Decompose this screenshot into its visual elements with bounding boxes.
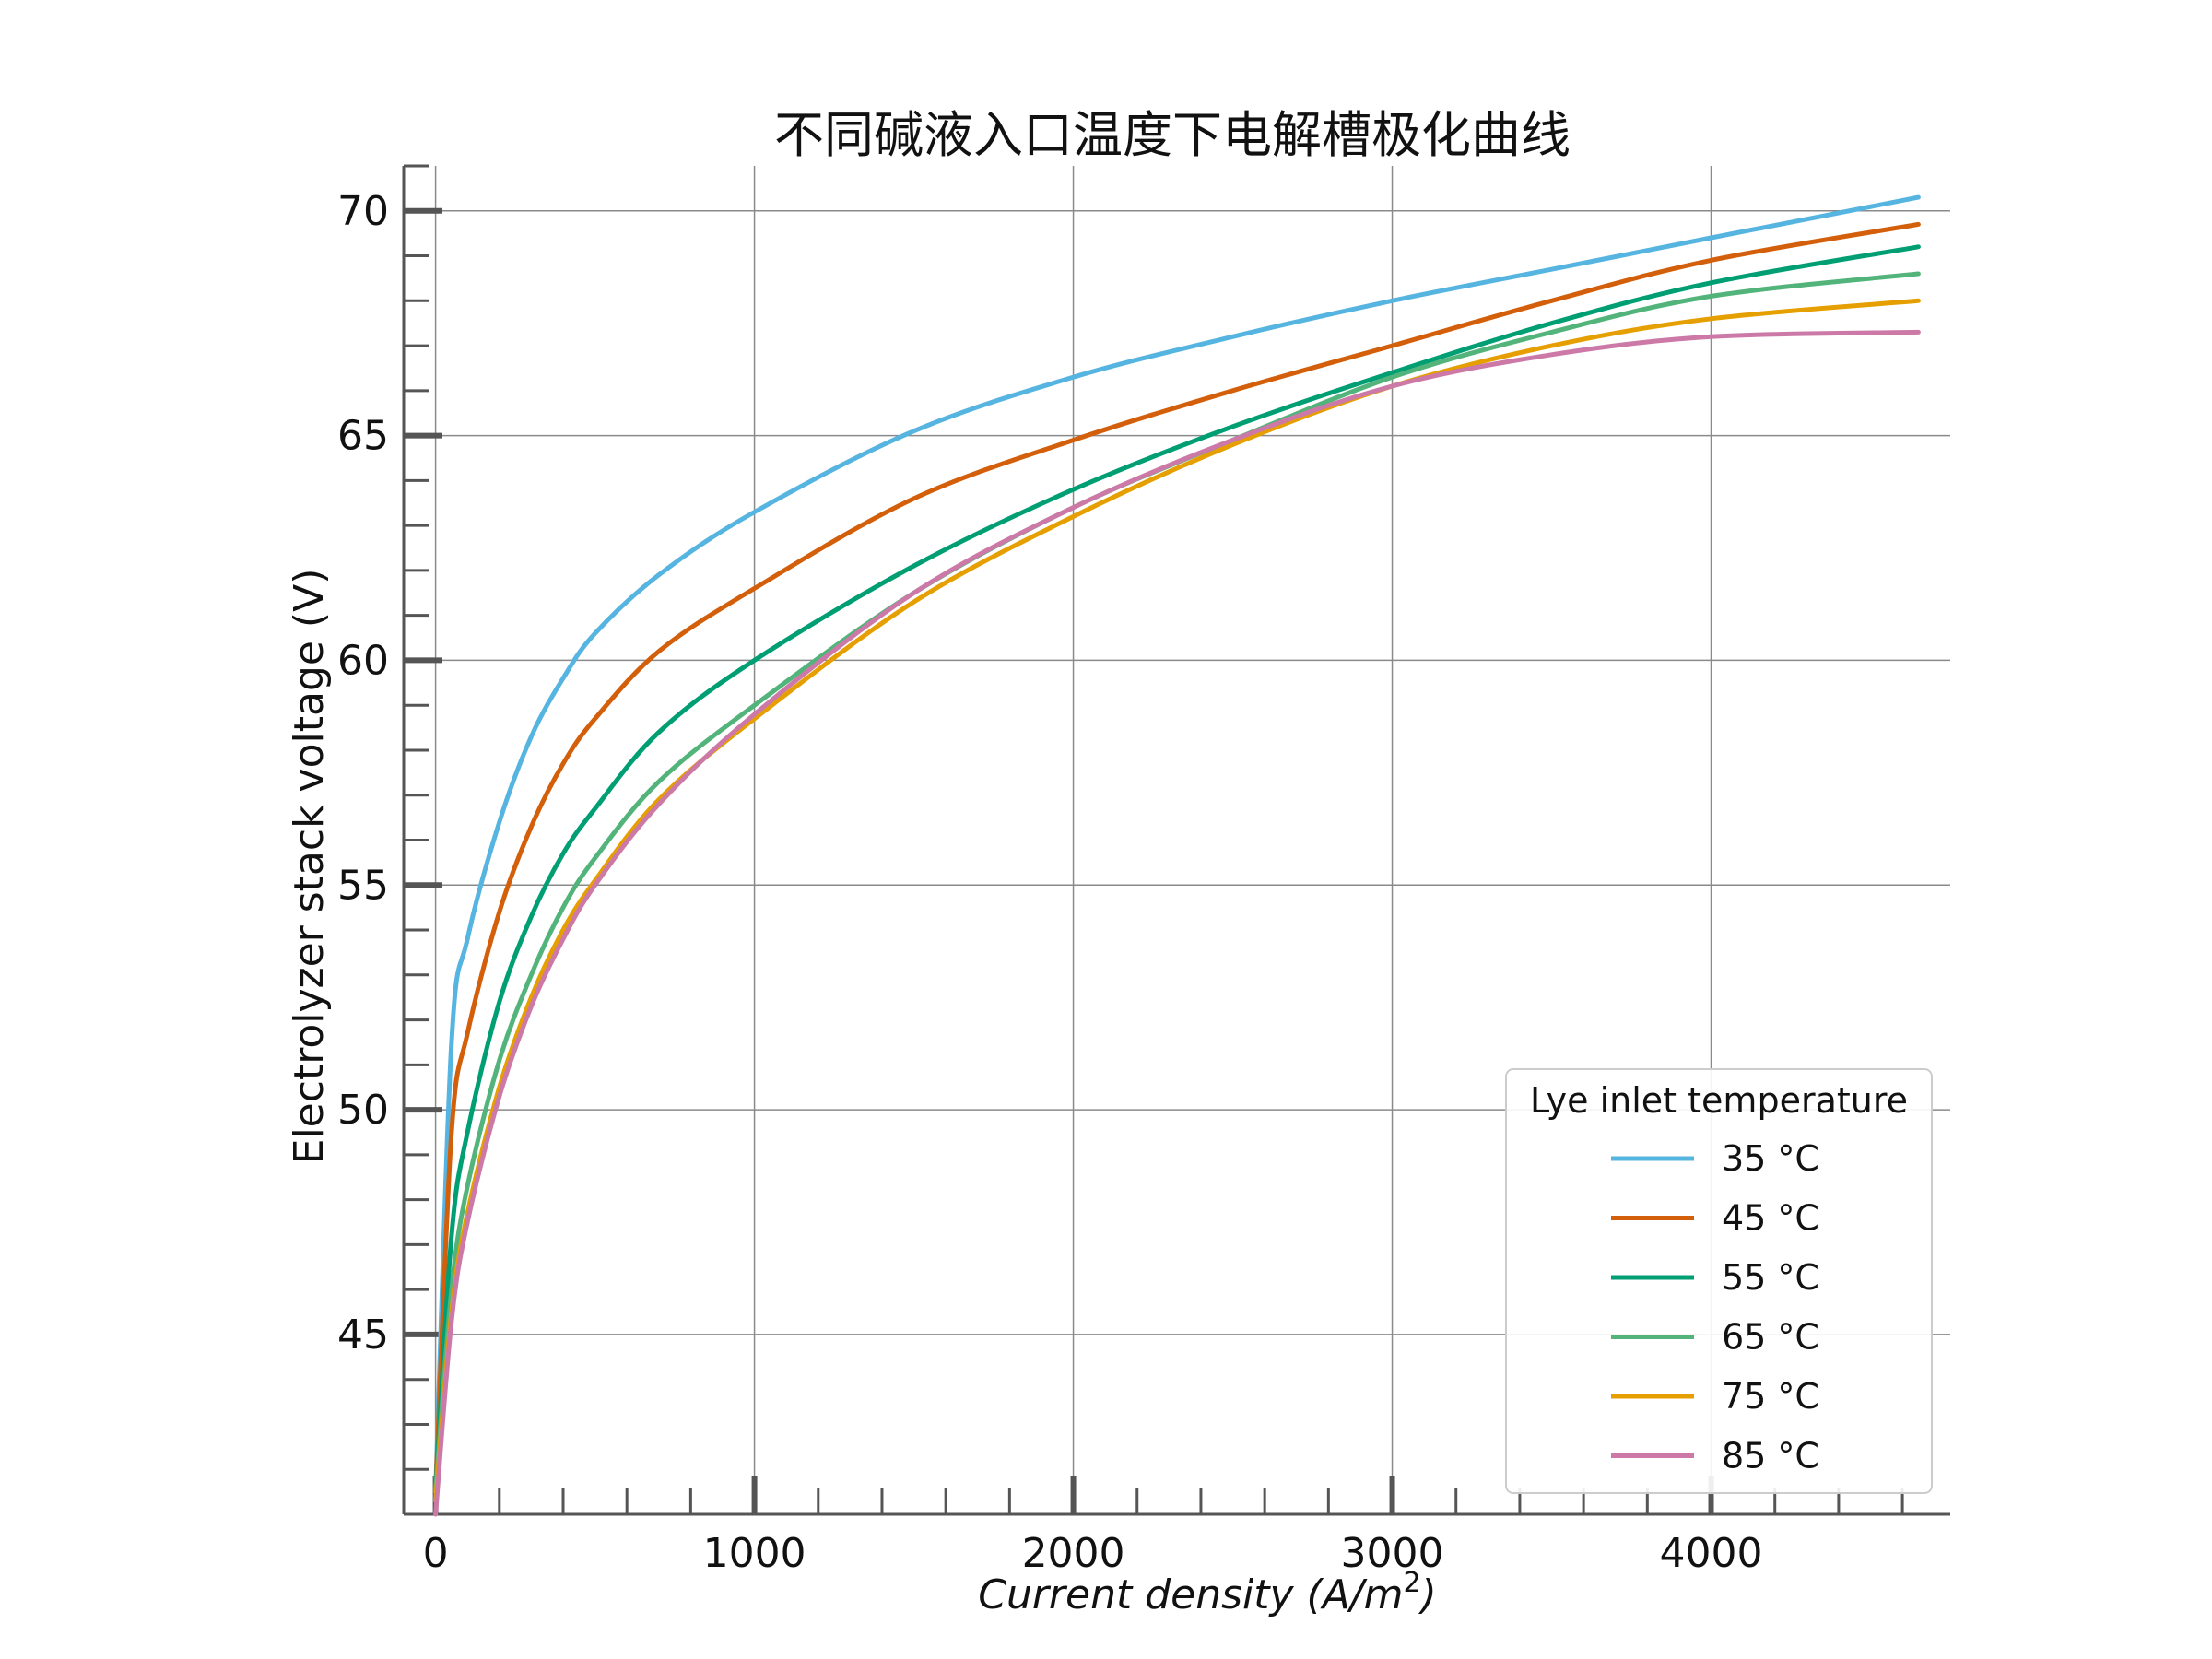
x-tick-label-4000: 4000	[1660, 1530, 1763, 1577]
x-axis-label-sup: 2	[1404, 1567, 1421, 1599]
series-line-55c	[433, 244, 1921, 1495]
y-axis-label: Electrolyzer stack voltage (V)	[286, 569, 333, 1165]
y-tick-label-60: 60	[337, 637, 389, 684]
x-axis-label: Current density (A/m2)	[978, 1567, 1437, 1618]
legend-label-4: 75 °C	[1722, 1376, 1819, 1417]
grid-lines	[404, 166, 1950, 1514]
series-line-35c	[433, 194, 1921, 1495]
legend-title: Lye inlet temperature	[1530, 1080, 1908, 1121]
y-tick-label-70: 70	[337, 188, 389, 235]
x-axis-label-main: Current density (	[978, 1571, 1324, 1618]
x-axis-label-unit: A/m	[1320, 1571, 1404, 1618]
series-lines	[433, 194, 1921, 1517]
y-tick-label-50: 50	[337, 1087, 389, 1134]
legend-items: 35 °C 45 °C 55 °C 65 °C 75 °C 85 °C	[1611, 1138, 1819, 1477]
legend-label-3: 65 °C	[1722, 1317, 1819, 1358]
x-tick-label-0: 0	[423, 1530, 449, 1577]
x-tick-label-3000: 3000	[1341, 1530, 1444, 1577]
legend-label-0: 35 °C	[1722, 1138, 1819, 1179]
legend-label-1: 45 °C	[1722, 1198, 1819, 1239]
x-tick-label-2000: 2000	[1022, 1530, 1125, 1577]
y-tick-label-45: 45	[337, 1312, 389, 1359]
series-line-65c	[433, 271, 1921, 1495]
series-line-85c	[433, 329, 1921, 1517]
y-tick-label-65: 65	[337, 413, 389, 460]
legend: Lye inlet temperature 35 °C 45 °C 55 °C 65 …	[1505, 1068, 1933, 1494]
series-line-45c	[433, 221, 1921, 1495]
tick-labels: 45 50 55 60 65 70 0 1000 2000 3000 4000	[337, 188, 1763, 1577]
chart-title: 不同碱液入口温度下电解槽极化曲线	[774, 106, 1571, 164]
legend-label-2: 55 °C	[1722, 1257, 1819, 1298]
x-axis-label-close: )	[1418, 1571, 1437, 1618]
x-tick-label-1000: 1000	[703, 1530, 806, 1577]
legend-box	[1505, 1068, 1933, 1494]
legend-label-5: 85 °C	[1722, 1436, 1819, 1477]
y-tick-label-55: 55	[337, 862, 389, 909]
